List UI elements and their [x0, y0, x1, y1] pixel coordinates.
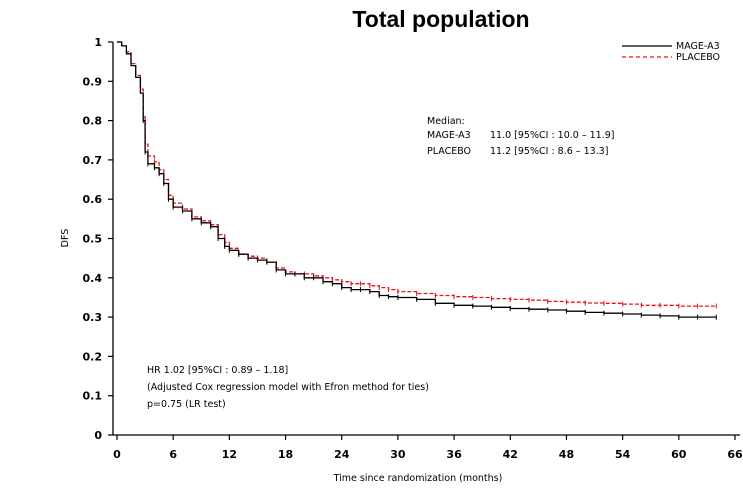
hr-line-3: p=0.75 (LR test)	[147, 399, 226, 410]
x-tick-label: 66	[727, 448, 743, 461]
median-annotation: Median: MAGE-A3 11.0 [95%CI : 10.0 – 11.…	[427, 116, 614, 157]
legend-label-mage-a3: MAGE-A3	[676, 41, 720, 52]
y-tick-label: 0.8	[83, 115, 103, 128]
hr-line-2: (Adjusted Cox regression model with Efro…	[147, 382, 429, 393]
y-tick-label: 0.3	[83, 311, 103, 324]
legend: MAGE-A3 PLACEBO	[622, 41, 720, 63]
series-layer	[117, 41, 717, 320]
x-tick-label: 54	[615, 448, 631, 461]
x-tick-label: 60	[671, 448, 687, 461]
chart-title: Total population	[352, 6, 529, 32]
y-tick-label: 0.9	[83, 75, 103, 88]
median-heading: Median:	[427, 116, 465, 127]
x-tick-label: 48	[559, 448, 574, 461]
y-tick-label: 0.5	[83, 233, 103, 246]
x-ticks: 0 6 12 18 24 30 36 42 48 54 60 66	[113, 435, 743, 461]
y-tick-label: 0.1	[83, 390, 103, 403]
series-line-placebo	[117, 41, 717, 307]
y-tick-label: 1	[94, 36, 102, 49]
y-tick-label: 0.2	[83, 350, 103, 363]
x-tick-label: 30	[390, 448, 406, 461]
x-tick-label: 12	[222, 448, 237, 461]
y-tick-label: 0.7	[83, 154, 103, 167]
median-arm-2: PLACEBO	[427, 146, 471, 157]
x-tick-label: 42	[503, 448, 518, 461]
y-tick-label: 0.6	[83, 193, 103, 206]
median-value-1: 11.0 [95%CI : 10.0 – 11.9]	[490, 130, 614, 141]
x-tick-label: 0	[113, 448, 121, 461]
x-tick-label: 36	[446, 448, 462, 461]
x-tick-label: 6	[169, 448, 177, 461]
hr-line-1: HR 1.02 [95%CI : 0.89 – 1.18]	[147, 365, 288, 376]
y-tick-label: 0	[94, 429, 102, 442]
hr-annotation: HR 1.02 [95%CI : 0.89 – 1.18] (Adjusted …	[147, 365, 429, 410]
median-value-2: 11.2 [95%CI : 8.6 – 13.3]	[490, 146, 608, 157]
y-tick-label: 0.4	[83, 272, 103, 285]
y-ticks: 0 0.1 0.2 0.3 0.4 0.5 0.6 0.7 0.8 0.9 1	[83, 36, 113, 442]
y-axis-label: DFS	[60, 229, 71, 248]
axes	[112, 42, 740, 436]
series-line-mage-a3	[117, 41, 717, 318]
legend-label-placebo: PLACEBO	[676, 52, 720, 63]
x-tick-label: 24	[334, 448, 350, 461]
x-axis-label: Time since randomization (months)	[333, 473, 503, 484]
x-tick-label: 18	[278, 448, 293, 461]
median-arm-1: MAGE-A3	[427, 130, 471, 141]
